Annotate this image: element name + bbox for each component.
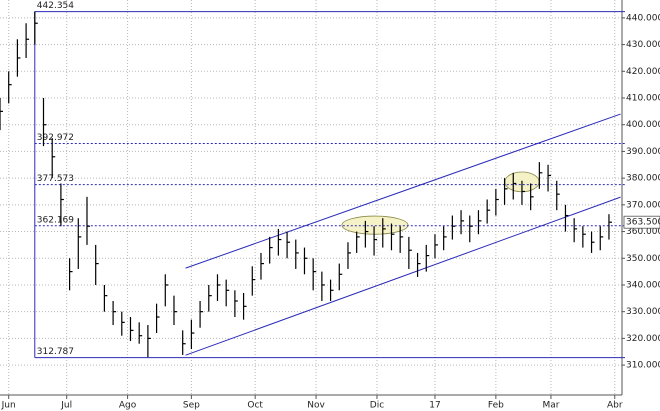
x-tick-label: 17 (429, 401, 440, 411)
y-tick-label: 330.000 (626, 307, 660, 317)
fib-label: 312.787 (37, 347, 74, 357)
y-tick-label: 340.000 (626, 280, 660, 290)
y-tick-label: 360.000 (626, 227, 660, 237)
fib-label: 392.972 (37, 133, 74, 143)
x-tick-label: Jun (1, 401, 16, 411)
trendline (185, 113, 621, 269)
x-tick-label: Feb (488, 401, 504, 411)
highlight-ellipse (341, 215, 409, 235)
y-tick-label: 320.000 (626, 334, 660, 344)
y-tick-label: 350.000 (626, 254, 660, 264)
trendline (185, 196, 621, 356)
y-tick-label: 420.000 (626, 67, 660, 77)
y-tick-label: 380.000 (626, 174, 660, 184)
y-tick-label: 390.000 (626, 147, 660, 157)
x-tick-label: Nov (307, 401, 325, 411)
y-tick-label: 370.000 (626, 200, 660, 210)
x-tick-label: Mar (542, 401, 559, 411)
y-tick-label: 440.000 (626, 13, 660, 23)
x-tick-label: Sep (183, 401, 200, 411)
x-tick-label: Jul (60, 401, 72, 411)
last-price-label: 363.500 (626, 218, 660, 228)
y-tick-label: 410.000 (626, 94, 660, 104)
fib-label: 362.169 (37, 215, 74, 225)
last-price-box (623, 215, 660, 229)
fib-label: 377.573 (37, 174, 74, 184)
x-tick-label: Dic (370, 401, 384, 411)
y-tick-label: 430.000 (626, 40, 660, 50)
x-tick-label: Abr (607, 401, 623, 411)
x-tick-label: Oct (247, 401, 263, 411)
y-tick-label: 400.000 (626, 120, 660, 130)
fib-label: 442.354 (37, 1, 74, 11)
y-tick-label: 310.000 (626, 361, 660, 371)
x-tick-label: Ago (119, 401, 137, 411)
